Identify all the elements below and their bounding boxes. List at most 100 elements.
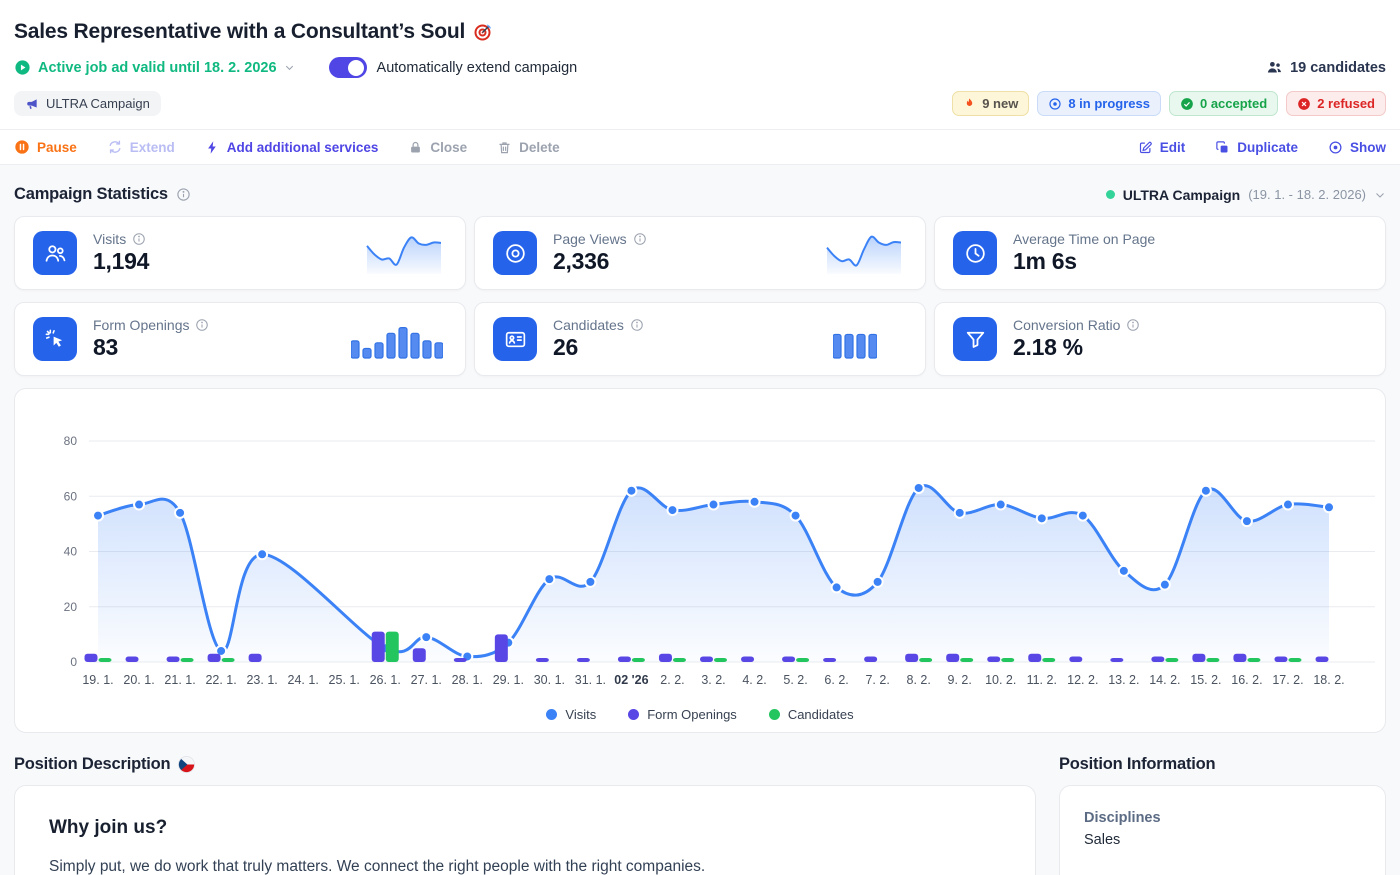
chevron-down-icon (1374, 189, 1386, 201)
close-button[interactable]: Close (408, 140, 467, 155)
stat-label: Average Time on Page (1013, 231, 1156, 247)
id-card-icon (493, 317, 537, 361)
campaign-chart-card: 0 20 40 60 80 19. 1. 20. 1. 21. 1. 22. 1. 23. 1. 2… (14, 388, 1386, 733)
czech-flag-icon (178, 756, 196, 773)
svg-text:4. 2.: 4. 2. (742, 673, 766, 687)
svg-text:02 '26: 02 '26 (614, 673, 648, 687)
stat-card-page-views: Page Views 2,336 (474, 216, 926, 290)
job-status-dropdown[interactable]: Active job ad valid until 18. 2. 2026 (14, 59, 295, 76)
svg-text:0: 0 (70, 655, 77, 669)
stat-value: 1m 6s (1013, 248, 1077, 274)
svg-text:40: 40 (64, 545, 78, 559)
legend-dot (628, 709, 640, 720)
svg-text:19. 1.: 19. 1. (82, 673, 113, 687)
info-icon[interactable] (132, 232, 146, 246)
visits-users-icon (33, 231, 77, 275)
svg-text:31. 1.: 31. 1. (575, 673, 606, 687)
campaign-type-label: ULTRA Campaign (46, 96, 150, 111)
x-circle-icon (1297, 97, 1311, 111)
extend-button[interactable]: Extend (107, 139, 175, 155)
stat-label: Candidates (553, 317, 624, 333)
svg-text:20: 20 (64, 600, 78, 614)
campaign-selector-name: ULTRA Campaign (1122, 186, 1241, 203)
stat-cards: Visits 1,194 Page Views 2,336 (14, 216, 1386, 376)
job-status-label: Active job ad valid until 18. 2. 2026 (38, 59, 277, 76)
legend-item[interactable]: Visits (546, 707, 596, 722)
description-body: Simply put, we do work that truly matter… (49, 858, 706, 875)
stat-value: 2,336 (553, 248, 610, 274)
candidate-status-badges: 9 new 8 in progress 0 accepted 2 refused (952, 91, 1386, 116)
stat-value: 26 (553, 334, 578, 360)
stat-card-visits: Visits 1,194 (14, 216, 466, 290)
info-icon[interactable] (176, 187, 191, 202)
campaign-selector-range: (19. 1. - 18. 2. 2026) (1248, 187, 1366, 202)
candidates-count-label: 19 candidates (1290, 59, 1386, 76)
campaign-selector[interactable]: ULTRA Campaign (19. 1. - 18. 2. 2026) (1105, 186, 1386, 203)
badge-new[interactable]: 9 new (952, 91, 1030, 116)
legend-item[interactable]: Candidates (768, 707, 854, 722)
svg-text:30. 1.: 30. 1. (534, 673, 565, 687)
stat-label: Page Views (553, 231, 627, 247)
toggle-switch[interactable] (328, 57, 367, 78)
info-icon[interactable] (195, 318, 209, 332)
stat-card-avg-time: Average Time on Page 1m 6s (934, 216, 1386, 290)
disciplines-label: Disciplines (1084, 810, 1161, 826)
svg-text:2. 2.: 2. 2. (660, 673, 684, 687)
svg-text:24. 1.: 24. 1. (288, 673, 319, 687)
svg-text:10. 2.: 10. 2. (985, 673, 1016, 687)
stat-value: 2.18 % (1013, 334, 1083, 360)
info-icon[interactable] (630, 318, 644, 332)
trash-icon (497, 140, 512, 155)
svg-text:27. 1.: 27. 1. (411, 673, 442, 687)
delete-button[interactable]: Delete (497, 140, 560, 155)
badge-refused[interactable]: 2 refused (1286, 91, 1386, 116)
svg-text:28. 1.: 28. 1. (452, 673, 483, 687)
campaign-type-badge: ULTRA Campaign (14, 91, 161, 116)
dart-target-icon (473, 22, 493, 42)
stat-label: Visits (93, 231, 127, 247)
check-circle-icon (1180, 97, 1194, 111)
page-views-icon (493, 231, 537, 275)
info-icon[interactable] (1126, 318, 1140, 332)
svg-text:6. 2.: 6. 2. (824, 673, 848, 687)
svg-text:8. 2.: 8. 2. (907, 673, 931, 687)
svg-text:13. 2.: 13. 2. (1108, 673, 1139, 687)
people-icon (1266, 59, 1283, 76)
legend-item[interactable]: Form Openings (628, 707, 737, 722)
edit-pencil-icon (1138, 140, 1153, 155)
svg-text:7. 2.: 7. 2. (865, 673, 889, 687)
pause-circle-icon (14, 139, 30, 155)
edit-button[interactable]: Edit (1138, 140, 1185, 155)
pause-button[interactable]: Pause (14, 139, 77, 155)
duplicate-button[interactable]: Duplicate (1215, 140, 1298, 155)
refresh-arrows-icon (107, 139, 123, 155)
position-description-title: Position Description (14, 755, 1036, 774)
badge-refused-label: 2 refused (1317, 96, 1375, 111)
stat-label: Conversion Ratio (1013, 317, 1121, 333)
clock-icon (953, 231, 997, 275)
position-information-panel: Disciplines Sales (1059, 785, 1386, 875)
campaign-chart: 0 20 40 60 80 19. 1. 20. 1. 21. 1. 22. 1. 23. 1. 2… (15, 401, 1385, 703)
candidates-count[interactable]: 19 candidates (1266, 59, 1386, 76)
add-services-button[interactable]: Add additional services (205, 140, 378, 155)
auto-extend-toggle[interactable]: Automatically extend campaign (328, 57, 577, 78)
badge-accepted[interactable]: 0 accepted (1168, 91, 1279, 116)
badge-in-progress[interactable]: 8 in progress (1037, 91, 1161, 116)
svg-text:12. 2.: 12. 2. (1067, 673, 1098, 687)
svg-text:26. 1.: 26. 1. (370, 673, 401, 687)
show-button[interactable]: Show (1328, 140, 1386, 155)
page-header: Sales Representative with a Consultant’s… (0, 0, 1400, 129)
position-description-panel: Why join us? Simply put, we do work that… (14, 785, 1036, 875)
visits-sparkline (365, 230, 443, 276)
copy-icon (1215, 140, 1230, 155)
svg-text:14. 2.: 14. 2. (1149, 673, 1180, 687)
form-openings-sparkline (351, 318, 443, 360)
svg-text:3. 2.: 3. 2. (701, 673, 725, 687)
svg-text:23. 1.: 23. 1. (246, 673, 277, 687)
eye-icon (1048, 97, 1062, 111)
position-information-title: Position Information (1059, 755, 1216, 773)
cursor-click-icon (33, 317, 77, 361)
svg-text:11. 2.: 11. 2. (1027, 673, 1057, 687)
svg-text:15. 2.: 15. 2. (1190, 673, 1221, 687)
info-icon[interactable] (633, 232, 647, 246)
